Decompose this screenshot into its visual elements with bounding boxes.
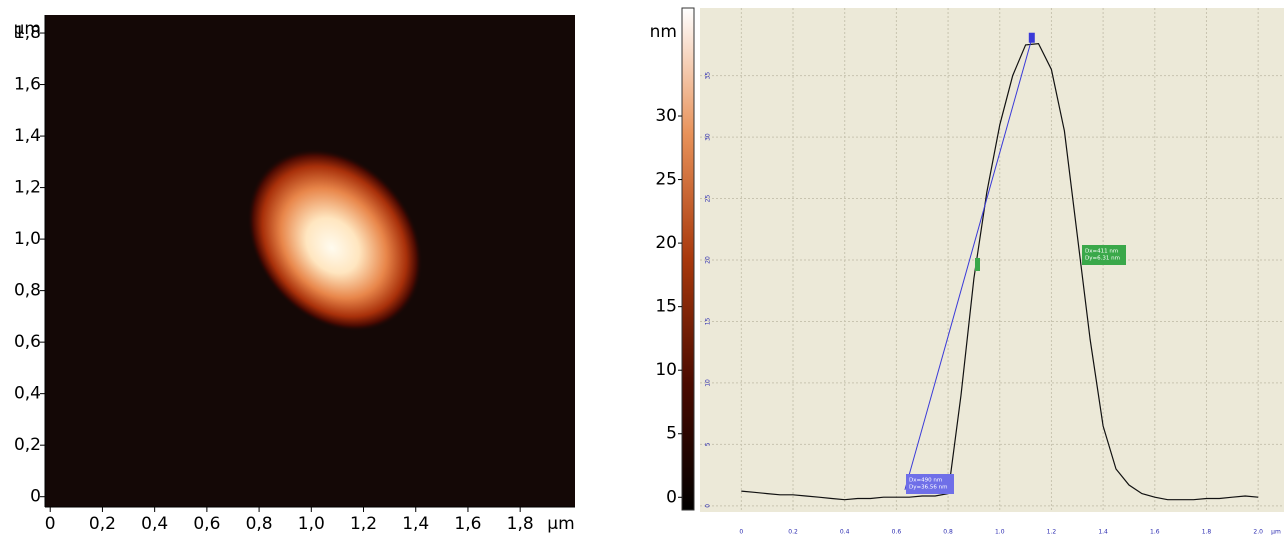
y-unit: µm: [14, 19, 41, 39]
x-tick-label: 0,8: [246, 514, 273, 534]
x-tick-label: 0,6: [193, 514, 220, 534]
x-tick-label: 0.2: [788, 529, 798, 536]
colorbar: [681, 7, 695, 511]
annotation-text: Dx=411 nm: [1085, 249, 1118, 255]
x-tick-label: 1,0: [298, 514, 325, 534]
annotation-box: [906, 474, 954, 494]
x-tick-label: 0.8: [943, 529, 953, 536]
marker: [975, 258, 980, 271]
y-tick-label: 15: [705, 317, 712, 325]
colorbar-tick-label: 25: [655, 170, 677, 190]
x-tick-label: 2.0: [1253, 529, 1263, 536]
particle: [247, 148, 423, 332]
y-tick-label: 1,2: [14, 178, 41, 198]
x-tick-label: 0.4: [840, 529, 850, 536]
y-tick-label: 0,2: [14, 435, 41, 455]
annotation-text: Dx=490 nm: [909, 478, 942, 484]
x-tick-label: 0: [739, 529, 743, 536]
y-tick-label: 0: [705, 504, 712, 508]
annotation-text: Dy=36.56 nm: [909, 485, 947, 491]
colorbar-tick-label: 5: [666, 424, 677, 444]
x-tick-label: 0,2: [89, 514, 116, 534]
x-tick-label: 1.0: [995, 529, 1005, 536]
measure-line: [904, 38, 1033, 491]
x-tick-label: 0: [45, 514, 56, 534]
profile-line: [741, 42, 1259, 501]
x-tick-label: 1.2: [1047, 529, 1057, 536]
y-tick-label: 1,0: [14, 229, 41, 249]
y-tick-label: 1,4: [14, 126, 41, 146]
y-tick-label: 25: [705, 195, 712, 203]
y-tick-label: 10: [705, 379, 712, 387]
colorbar-tick-label: 30: [655, 106, 677, 126]
x-tick-label: 1.6: [1150, 529, 1160, 536]
y-tick-label: 0,6: [14, 332, 41, 352]
marker: [1028, 32, 1035, 43]
x-unit: µm: [1271, 529, 1281, 536]
y-tick-label: 35: [705, 72, 712, 80]
x-tick-label: 1,6: [454, 514, 481, 534]
y-tick-label: 1,8: [14, 23, 41, 43]
y-tick-label: 0,4: [14, 384, 41, 404]
y-tick-label: 0,8: [14, 281, 41, 301]
y-tick-label: 5: [705, 442, 712, 446]
colorbar-tick-label: 10: [655, 360, 677, 380]
x-tick-label: 1,8: [507, 514, 534, 534]
colorbar-unit: nm: [650, 22, 677, 42]
x-tick-label: 1.8: [1202, 529, 1212, 536]
x-tick-label: 1,2: [350, 514, 377, 534]
y-tick-label: 1,6: [14, 75, 41, 95]
x-tick-label: 0.6: [892, 529, 902, 536]
colorbar-tick-label: 15: [655, 297, 677, 317]
y-tick-label: 30: [705, 133, 712, 141]
x-unit: µm: [547, 514, 574, 534]
colorbar-tick-label: 20: [655, 233, 677, 253]
x-tick-label: 1,4: [402, 514, 429, 534]
y-tick-label: 0: [30, 487, 41, 507]
x-tick-label: 0,4: [141, 514, 168, 534]
colorbar-tick-label: 0: [666, 487, 677, 507]
x-tick-label: 1.4: [1098, 529, 1108, 536]
y-tick-label: 20: [705, 256, 712, 264]
annotation-box: [1082, 245, 1126, 265]
annotation-text: Dy=6.31 nm: [1085, 256, 1120, 262]
